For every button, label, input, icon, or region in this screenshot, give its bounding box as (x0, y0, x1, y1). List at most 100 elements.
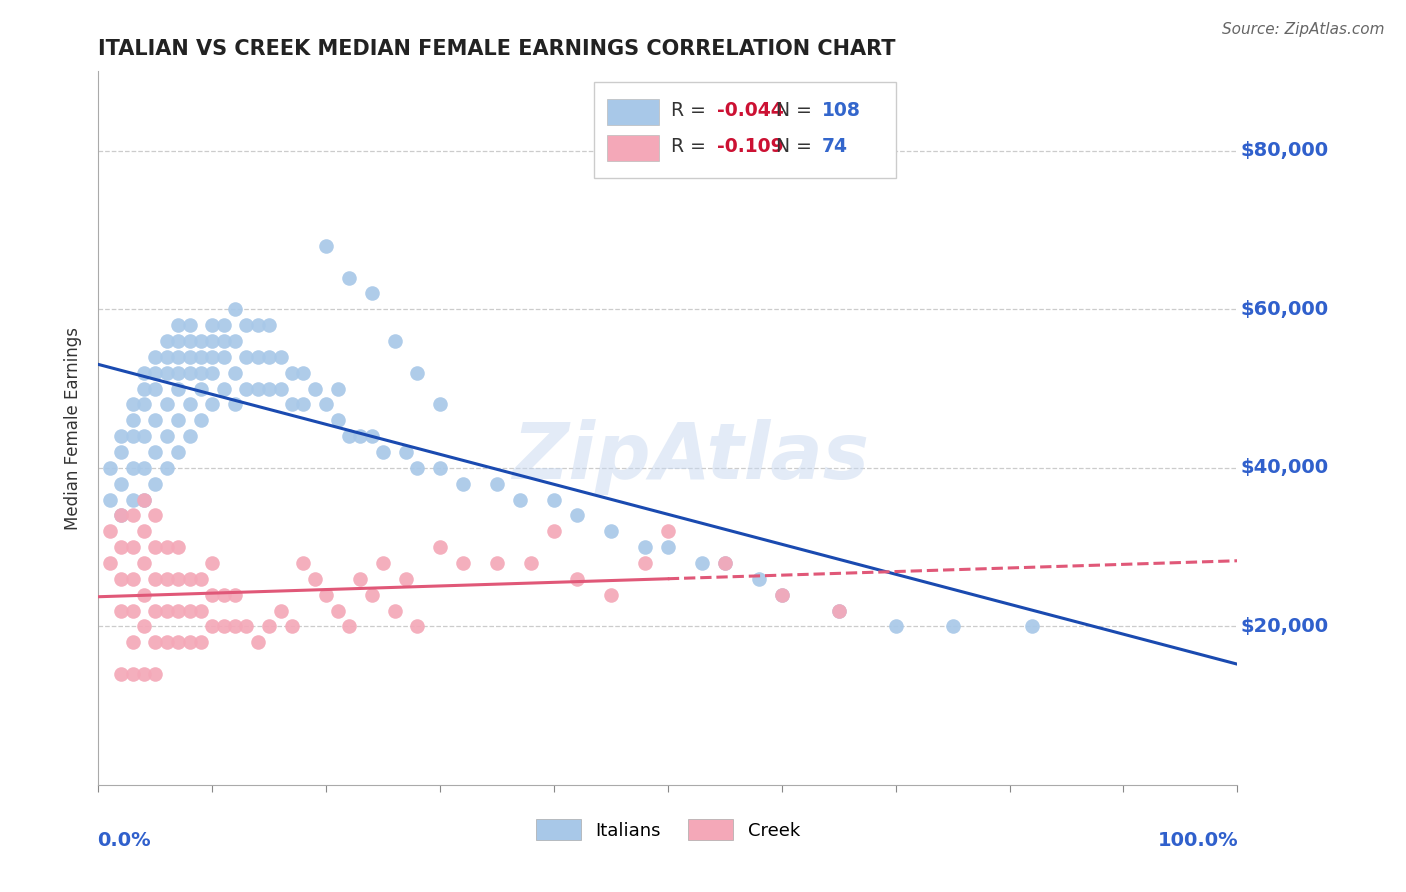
Point (121, 572, 143, 586)
Point (110, 508, 132, 523)
Text: R =: R = (671, 101, 713, 120)
Text: $40,000: $40,000 (1240, 458, 1329, 477)
Point (326, 382, 349, 396)
Point (714, 556, 737, 570)
Point (132, 619, 155, 633)
Point (371, 445, 394, 459)
Point (246, 318, 269, 332)
Point (429, 540, 451, 554)
Point (406, 460, 429, 475)
Text: ZipAtlas: ZipAtlas (512, 418, 869, 495)
Point (167, 572, 190, 586)
FancyBboxPatch shape (607, 99, 659, 125)
Point (156, 603, 179, 617)
Point (509, 492, 531, 507)
Point (110, 508, 132, 523)
Point (121, 603, 143, 617)
Point (384, 603, 406, 617)
Point (281, 366, 304, 380)
Point (132, 492, 155, 507)
Point (212, 334, 235, 348)
Point (714, 556, 737, 570)
Point (360, 286, 382, 301)
Text: Source: ZipAtlas.com: Source: ZipAtlas.com (1222, 22, 1385, 37)
Point (110, 603, 132, 617)
Point (429, 397, 451, 411)
Point (190, 350, 212, 364)
Point (259, 382, 281, 396)
Point (132, 366, 155, 380)
Point (190, 366, 212, 380)
Point (337, 429, 360, 443)
Point (259, 318, 281, 332)
Text: N =: N = (776, 101, 818, 120)
Point (224, 366, 246, 380)
Point (543, 524, 565, 539)
Point (565, 572, 588, 586)
Point (156, 397, 179, 411)
Point (167, 445, 190, 459)
Point (179, 350, 201, 364)
Point (281, 619, 304, 633)
Point (121, 635, 143, 649)
Point (145, 635, 167, 649)
Point (121, 492, 143, 507)
Point (634, 556, 657, 570)
Point (167, 413, 190, 427)
Point (212, 318, 235, 332)
Text: 108: 108 (821, 101, 860, 120)
Point (121, 413, 143, 427)
Point (246, 635, 269, 649)
Legend: Italians, Creek: Italians, Creek (529, 812, 807, 847)
Text: $20,000: $20,000 (1240, 617, 1329, 636)
Point (98, 524, 121, 539)
Point (349, 429, 371, 443)
Point (110, 445, 132, 459)
Point (98, 460, 121, 475)
Point (179, 603, 201, 617)
Point (190, 635, 212, 649)
Point (292, 397, 315, 411)
Point (110, 540, 132, 554)
Point (360, 588, 382, 602)
Point (167, 603, 190, 617)
Point (270, 382, 292, 396)
Point (145, 350, 167, 364)
Point (132, 588, 155, 602)
Point (304, 382, 326, 396)
Point (246, 350, 269, 364)
Point (201, 556, 224, 570)
Point (167, 635, 190, 649)
Point (167, 382, 190, 396)
Point (828, 603, 851, 617)
Point (121, 667, 143, 681)
Point (201, 334, 224, 348)
Point (201, 366, 224, 380)
Point (520, 556, 543, 570)
Point (132, 667, 155, 681)
Point (565, 508, 588, 523)
Point (270, 603, 292, 617)
Point (167, 350, 190, 364)
Point (132, 382, 155, 396)
Point (132, 429, 155, 443)
Point (156, 635, 179, 649)
Point (270, 350, 292, 364)
Point (132, 492, 155, 507)
Point (304, 572, 326, 586)
Point (292, 366, 315, 380)
Point (190, 603, 212, 617)
Point (167, 366, 190, 380)
Point (179, 318, 201, 332)
Point (156, 460, 179, 475)
Point (121, 460, 143, 475)
Point (201, 588, 224, 602)
Point (429, 460, 451, 475)
Point (190, 334, 212, 348)
Point (190, 413, 212, 427)
Point (145, 366, 167, 380)
Text: $80,000: $80,000 (1240, 141, 1329, 161)
Point (201, 350, 224, 364)
Point (634, 540, 657, 554)
Point (121, 397, 143, 411)
